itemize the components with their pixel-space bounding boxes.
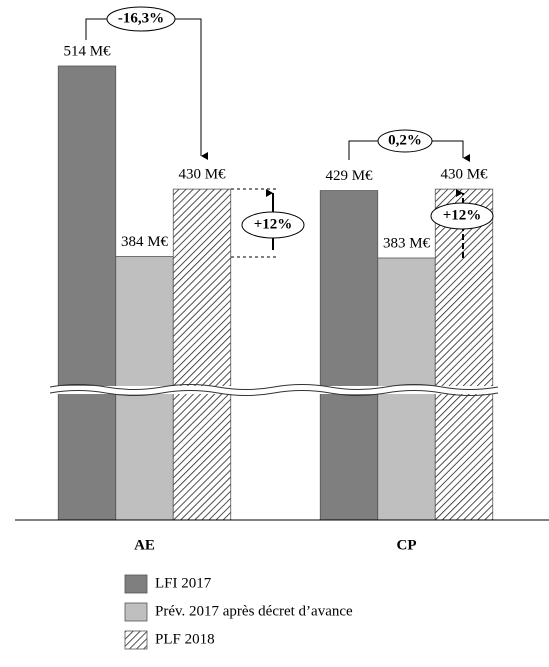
bracket — [348, 140, 378, 160]
annotation: +12% — [443, 207, 482, 223]
legend-swatch — [124, 602, 148, 622]
bar — [319, 190, 379, 521]
legend-label: LFI 2017 — [155, 575, 212, 591]
bar — [172, 188, 232, 521]
annotations — [85, 6, 494, 258]
value-label: 429 M€ — [325, 168, 373, 184]
value-label: 430 M€ — [178, 167, 226, 183]
legend-label: Prév. 2017 après décret d’avance — [155, 603, 353, 619]
bar — [57, 65, 117, 521]
legend-swatch — [124, 630, 148, 650]
x-tick-label: CP — [397, 537, 417, 553]
bracket — [432, 140, 470, 162]
value-label: 384 M€ — [121, 234, 169, 250]
value-label: 383 M€ — [383, 235, 431, 251]
bracket — [85, 18, 108, 40]
bracket — [174, 18, 208, 160]
legend-swatch — [124, 574, 148, 594]
legend-label: PLF 2018 — [155, 631, 215, 647]
annotation-oval — [430, 202, 494, 230]
annotation: -16,3% — [118, 10, 164, 26]
bars — [57, 65, 494, 521]
annotation: 0,2% — [388, 132, 422, 148]
annotation-oval — [106, 6, 176, 32]
value-label: 514 M€ — [63, 43, 111, 59]
axis-break — [49, 384, 500, 396]
x-tick-label: AE — [134, 537, 155, 553]
value-label: 430 M€ — [440, 167, 488, 183]
annotation: +12% — [254, 216, 293, 232]
annotation-oval — [241, 211, 305, 239]
annotation-oval — [377, 129, 433, 153]
